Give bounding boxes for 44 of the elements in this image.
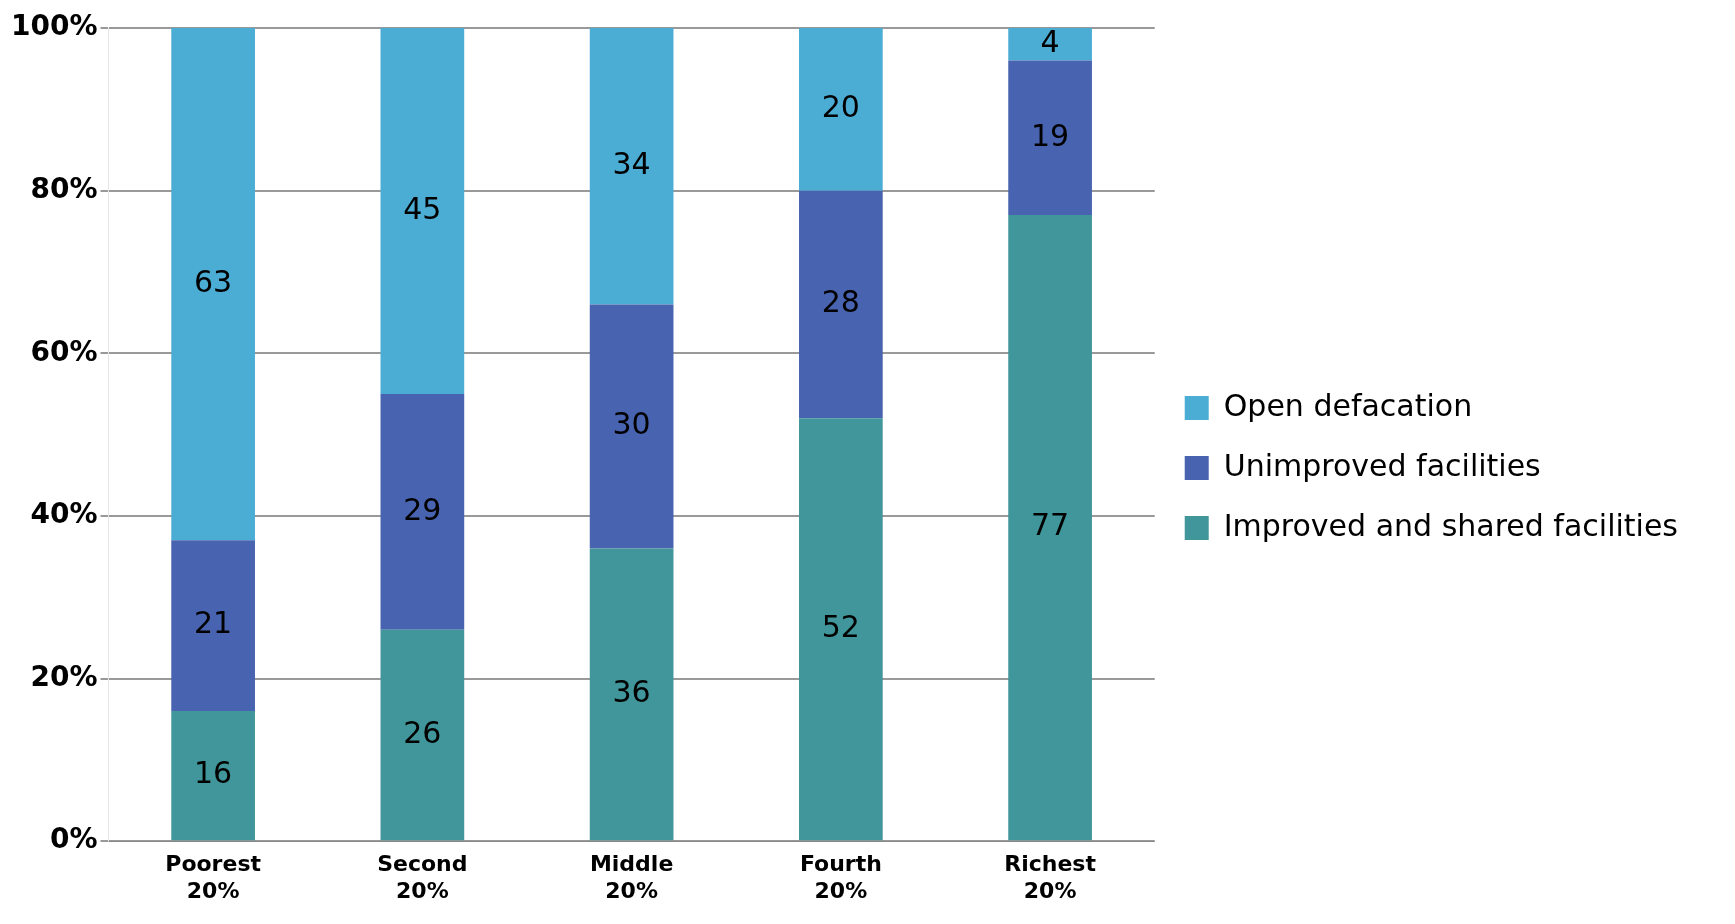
data-label: 26 <box>403 714 442 750</box>
bar <box>799 28 883 191</box>
data-label: 36 <box>612 674 651 710</box>
bar <box>1008 60 1092 216</box>
data-label: 4 <box>1040 24 1060 60</box>
y-tick-label: 0% <box>49 822 98 856</box>
data-label: 63 <box>194 263 233 299</box>
bar <box>171 540 255 712</box>
x-tick-label: Fourth 20% <box>799 851 882 903</box>
data-label: 21 <box>194 605 233 641</box>
bar <box>380 393 465 630</box>
data-label: 34 <box>612 146 651 182</box>
bar <box>1008 28 1092 61</box>
data-label: 45 <box>403 190 442 226</box>
data-label: 29 <box>403 491 442 527</box>
bar <box>589 548 674 841</box>
bar <box>380 629 465 841</box>
y-tick-label: 100% <box>10 9 98 43</box>
y-tick-label: 20% <box>30 659 98 693</box>
data-label: 16 <box>194 755 233 791</box>
bar <box>171 711 255 841</box>
x-tick-label: Richest 20% <box>1004 851 1097 903</box>
data-label: 77 <box>1031 507 1070 543</box>
y-tick-label: 60% <box>30 334 98 368</box>
y-tick-label: 80% <box>30 171 98 205</box>
bar <box>380 28 465 394</box>
x-tick-label: Poorest 20% <box>165 851 262 903</box>
x-tick-label: Second 20% <box>377 851 468 903</box>
bar <box>1008 215 1092 841</box>
bar <box>799 418 883 841</box>
bar <box>589 304 674 549</box>
data-label: 20 <box>821 89 860 125</box>
bar <box>589 28 674 305</box>
x-tick-label: Middle 20% <box>589 851 674 903</box>
legend-label: Open defacation <box>1223 387 1473 423</box>
data-label: 28 <box>821 284 860 320</box>
y-tick-label: 40% <box>30 497 98 531</box>
data-label: 19 <box>1031 117 1070 153</box>
bar <box>799 190 883 419</box>
data-label: 30 <box>612 406 651 442</box>
bar <box>171 28 255 541</box>
data-label: 52 <box>821 609 860 645</box>
legend-label: Unimproved facilities <box>1223 447 1541 483</box>
legend-label: Improved and shared facilities <box>1223 507 1678 543</box>
